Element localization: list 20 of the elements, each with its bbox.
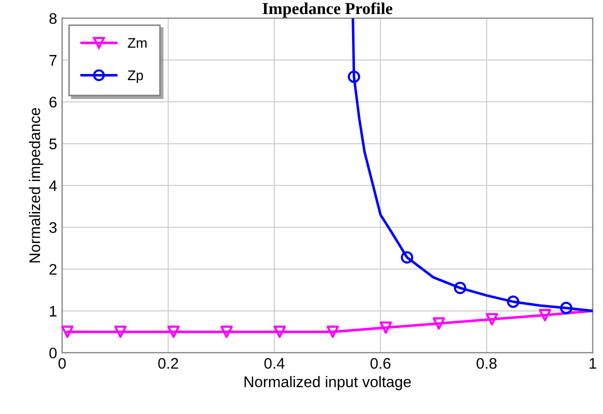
y-tick-label: 0 [49,348,57,358]
y-tick-label: 3 [49,222,57,233]
legend-label: Zp [128,70,144,83]
y-tick-label: 1 [50,306,57,316]
y-tick-label: 2 [50,264,56,275]
x-axis-title: Normalized input voltage [244,376,411,390]
x-tick-label: 0.2 [158,358,178,369]
legend-label: Zm [128,38,147,48]
chart-title: Impedance Profile [262,2,392,18]
y-tick-label: 5 [49,138,57,150]
x-tick-label: 0 [58,358,66,369]
y-tick-label: 7 [50,55,56,66]
x-tick-label: 0.4 [264,358,285,369]
x-tick-label: 1 [590,358,596,369]
y-tick-label: 4 [49,180,57,192]
x-tick-label: 0.6 [370,358,390,369]
y-tick-label: 8 [49,13,57,24]
y-axis-title: Normalized impedance [28,108,44,262]
y-tick-label: 6 [50,96,57,108]
x-tick-label: 0.8 [476,358,497,369]
